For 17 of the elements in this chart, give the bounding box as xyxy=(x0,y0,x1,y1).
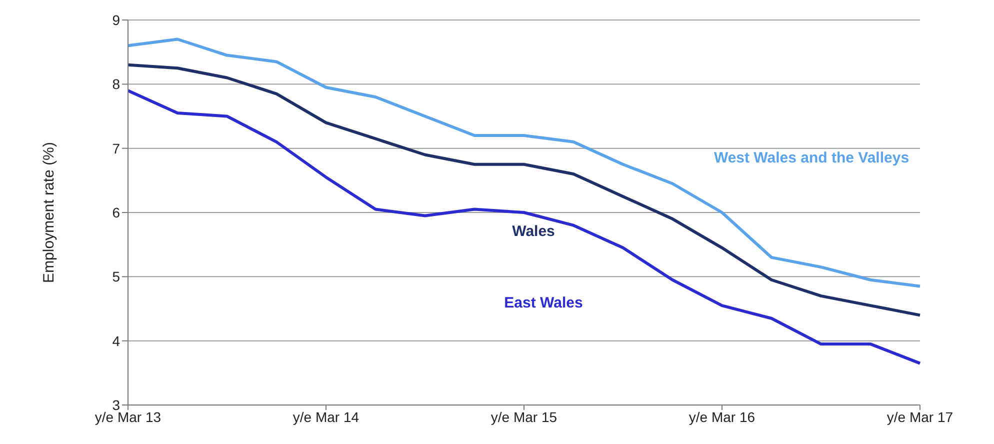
text: Wales xyxy=(512,223,555,240)
line-series xyxy=(126,89,922,365)
y-tick-label: 7 xyxy=(112,140,120,156)
text: West Wales and the Valleys xyxy=(714,149,910,166)
x-tick-label: y/e Mar 17 xyxy=(886,408,954,425)
line-series xyxy=(126,38,922,288)
y-tick-label: 4 xyxy=(112,332,120,349)
y-tick-label: 8 xyxy=(112,76,120,92)
x-tick-label: y/e Mar 15 xyxy=(490,408,558,425)
y-axis-title: Employment rate (%) xyxy=(40,142,58,283)
y-tick-label: 6 xyxy=(112,204,120,220)
x-tick-label: y/e Mar 14 xyxy=(292,408,360,425)
line-series xyxy=(126,63,922,317)
x-tick-label: y/e Mar 16 xyxy=(688,408,756,425)
text: East Wales xyxy=(504,294,583,312)
y-tick-label: 9 xyxy=(112,12,120,28)
y-tick-label: 5 xyxy=(112,268,120,285)
